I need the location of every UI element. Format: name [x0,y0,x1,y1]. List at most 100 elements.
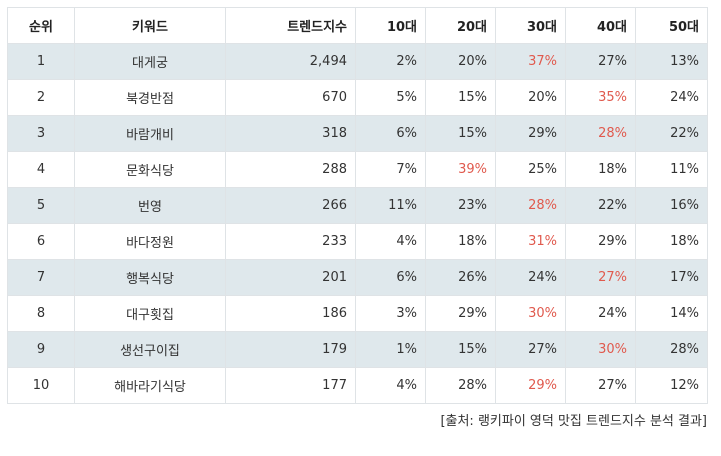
table-row: 7 행복식당 201 6% 26% 24% 27% 17% [7,259,708,296]
cell-rank: 3 [7,115,75,152]
cell-age-30s: 20% [495,79,566,116]
cell-age-20s: 15% [425,115,496,152]
cell-trend-index: 266 [225,187,356,224]
cell-rank: 8 [7,295,75,332]
cell-rank: 4 [7,151,75,188]
cell-age-10s: 2% [355,43,426,80]
cell-age-50s: 16% [635,187,708,224]
cell-age-50s: 28% [635,331,708,368]
cell-age-10s: 4% [355,223,426,260]
cell-keyword: 대구횟집 [74,295,226,332]
cell-age-40s: 27% [565,43,636,80]
cell-age-40s: 27% [565,259,636,296]
cell-trend-index: 288 [225,151,356,188]
cell-age-40s: 18% [565,151,636,188]
cell-age-50s: 12% [635,367,708,404]
table-row: 2 북경반점 670 5% 15% 20% 35% 24% [7,79,708,116]
header-age-20s: 20대 [425,7,496,44]
header-age-30s: 30대 [495,7,566,44]
cell-trend-index: 186 [225,295,356,332]
cell-age-40s: 22% [565,187,636,224]
cell-age-30s: 30% [495,295,566,332]
cell-age-40s: 29% [565,223,636,260]
cell-age-10s: 6% [355,115,426,152]
cell-age-20s: 18% [425,223,496,260]
cell-rank: 6 [7,223,75,260]
cell-age-10s: 5% [355,79,426,116]
cell-age-40s: 24% [565,295,636,332]
cell-rank: 2 [7,79,75,116]
cell-age-10s: 4% [355,367,426,404]
cell-age-40s: 28% [565,115,636,152]
cell-keyword: 대게궁 [74,43,226,80]
cell-keyword: 바람개비 [74,115,226,152]
table-row: 6 바다정원 233 4% 18% 31% 29% 18% [7,223,708,260]
cell-rank: 9 [7,331,75,368]
header-trend-index: 트렌드지수 [225,7,356,44]
cell-age-20s: 26% [425,259,496,296]
cell-age-50s: 24% [635,79,708,116]
cell-keyword: 행복식당 [74,259,226,296]
cell-trend-index: 670 [225,79,356,116]
table-row: 8 대구횟집 186 3% 29% 30% 24% 14% [7,295,708,332]
header-rank: 순위 [7,7,75,44]
cell-age-10s: 11% [355,187,426,224]
cell-age-50s: 13% [635,43,708,80]
header-age-40s: 40대 [565,7,636,44]
cell-age-20s: 39% [425,151,496,188]
cell-trend-index: 177 [225,367,356,404]
cell-age-40s: 30% [565,331,636,368]
ranking-table: 순위 키워드 트렌드지수 10대 20대 30대 40대 50대 1 대게궁 2,4… [7,7,708,404]
cell-keyword: 번영 [74,187,226,224]
cell-age-50s: 17% [635,259,708,296]
cell-age-30s: 31% [495,223,566,260]
header-age-10s: 10대 [355,7,426,44]
cell-trend-index: 179 [225,331,356,368]
cell-age-40s: 35% [565,79,636,116]
table-row: 4 문화식당 288 7% 39% 25% 18% 11% [7,151,708,188]
cell-age-20s: 28% [425,367,496,404]
cell-age-10s: 3% [355,295,426,332]
cell-age-30s: 24% [495,259,566,296]
cell-trend-index: 201 [225,259,356,296]
cell-keyword: 북경반점 [74,79,226,116]
cell-age-40s: 27% [565,367,636,404]
cell-age-20s: 20% [425,43,496,80]
cell-age-30s: 29% [495,115,566,152]
cell-age-20s: 23% [425,187,496,224]
cell-age-10s: 7% [355,151,426,188]
table-row: 3 바람개비 318 6% 15% 29% 28% 22% [7,115,708,152]
cell-rank: 1 [7,43,75,80]
cell-age-50s: 22% [635,115,708,152]
cell-age-30s: 29% [495,367,566,404]
cell-trend-index: 318 [225,115,356,152]
source-caption: [출처: 랭키파이 영덕 맛집 트렌드지수 분석 결과] [440,414,707,429]
cell-age-50s: 11% [635,151,708,188]
table-row: 10 해바라기식당 177 4% 28% 29% 27% 12% [7,367,708,404]
cell-age-10s: 1% [355,331,426,368]
cell-rank: 5 [7,187,75,224]
cell-age-20s: 15% [425,331,496,368]
cell-age-30s: 25% [495,151,566,188]
cell-age-20s: 29% [425,295,496,332]
cell-keyword: 해바라기식당 [74,367,226,404]
cell-age-10s: 6% [355,259,426,296]
table-body: 1 대게궁 2,494 2% 20% 37% 27% 13% 2 북경반점 670 5% 15% 20% 3… [7,43,708,404]
cell-trend-index: 2,494 [225,43,356,80]
table-row: 5 번영 266 11% 23% 28% 22% 16% [7,187,708,224]
cell-keyword: 바다정원 [74,223,226,260]
cell-keyword: 문화식당 [74,151,226,188]
ranking-table-container: 순위 키워드 트렌드지수 10대 20대 30대 40대 50대 1 대게궁 2,4… [7,7,708,429]
table-row: 9 생선구이집 179 1% 15% 27% 30% 28% [7,331,708,368]
cell-age-30s: 28% [495,187,566,224]
header-age-50s: 50대 [635,7,708,44]
cell-age-50s: 18% [635,223,708,260]
header-keyword: 키워드 [74,7,226,44]
cell-rank: 10 [7,367,75,404]
cell-keyword: 생선구이집 [74,331,226,368]
table-header-row: 순위 키워드 트렌드지수 10대 20대 30대 40대 50대 [7,7,708,44]
cell-age-20s: 15% [425,79,496,116]
cell-age-30s: 37% [495,43,566,80]
cell-age-50s: 14% [635,295,708,332]
cell-rank: 7 [7,259,75,296]
